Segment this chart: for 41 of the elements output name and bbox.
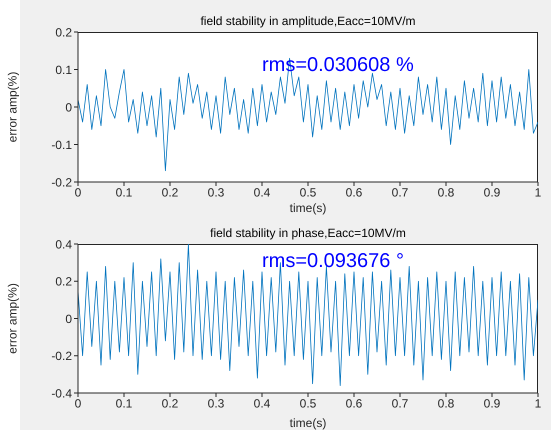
x-tick-label: 0.7	[392, 396, 409, 411]
x-tick-label: 0.7	[392, 186, 409, 200]
x-axis-title: time(s)	[290, 416, 326, 430]
y-axis-title: error amp(%)	[5, 283, 20, 354]
x-tick-label: 0.6	[346, 186, 363, 200]
x-tick-label: 0	[74, 186, 82, 200]
chart-title: field stability in phase,Eacc=10MV/m	[209, 226, 407, 240]
x-tick-label: 0.8	[438, 396, 455, 411]
x-tick-label: 0.6	[346, 396, 363, 411]
x-tick-label: 0.2	[162, 186, 179, 200]
x-tick-label: 0.5	[300, 186, 317, 200]
y-tick-label: 0.2	[55, 274, 72, 289]
x-tick-label: 0	[74, 396, 82, 411]
y-tick-label: 0	[65, 312, 72, 326]
y-tick-label: -0.2	[51, 349, 72, 364]
x-axis-title: time(s)	[290, 201, 326, 215]
x-tick-label: 0.4	[254, 186, 271, 200]
y-tick-label: -0.4	[51, 386, 72, 400]
x-tick-label: 0.1	[116, 186, 133, 200]
y-tick-label: -0.2	[51, 175, 72, 190]
x-tick-label: 0.5	[300, 396, 317, 411]
y-tick-label: 0.1	[55, 62, 72, 77]
x-tick-label: 0.3	[208, 396, 225, 411]
y-tick-label: -0.1	[51, 138, 72, 152]
x-tick-label: 1	[534, 186, 542, 200]
x-tick-label: 0.1	[116, 396, 133, 411]
y-tick-label: 0	[65, 100, 72, 114]
x-tick-label: 0.3	[208, 186, 225, 200]
x-tick-label: 0.9	[484, 396, 501, 411]
x-tick-label: 0.8	[438, 186, 455, 200]
x-tick-label: 0.9	[484, 186, 501, 200]
y-axis-title: error amp(%)	[5, 72, 20, 142]
y-tick-label: 0.4	[55, 237, 72, 252]
x-tick-label: 0.4	[254, 396, 271, 411]
chart-title: field stability in amplitude,Eacc=10MV/m	[199, 14, 417, 28]
line-series	[78, 58, 538, 172]
line-series	[78, 244, 538, 386]
y-tick-label: 0.2	[55, 25, 72, 40]
annotation: rms=0.093676 °	[262, 250, 404, 273]
x-tick-label: 0.2	[162, 396, 179, 411]
x-tick-label: 1	[534, 396, 542, 411]
